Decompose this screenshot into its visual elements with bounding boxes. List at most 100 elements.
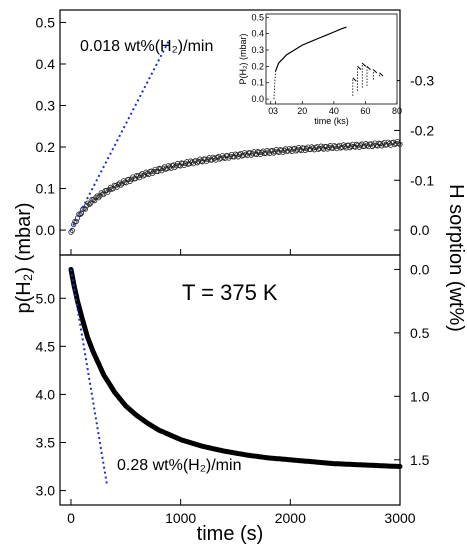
top-left-tick-label: 0.0 <box>36 222 56 238</box>
top-data-point <box>264 147 270 154</box>
top-data-point <box>114 184 120 190</box>
bottom-panel-frame <box>59 254 401 506</box>
inset-sawtooth-decay <box>361 62 367 67</box>
bottom-x-tick-label: 1000 <box>165 510 196 526</box>
inset-y-tick-label: 0.2 <box>251 61 264 71</box>
inset-sawtooth-decay <box>372 69 378 74</box>
bottom-right-tick-label: 1.0 <box>410 388 430 404</box>
top-right-tick-label: -0.2 <box>410 122 434 138</box>
top-data-point <box>92 198 98 204</box>
bottom-rate-annotation: 0.28 wt%(H₂)/min <box>117 457 241 474</box>
left-y-axis-title: p(H₂) (mbar) <box>13 202 35 313</box>
inset-x-axis-title: time (ks) <box>314 116 349 126</box>
top-data-point <box>385 139 391 145</box>
top-data-point <box>86 201 92 208</box>
top-data-point <box>101 191 107 197</box>
bottom-x-tick-label: 0 <box>67 510 75 526</box>
inset-sawtooth-decay <box>366 65 371 71</box>
top-rate-annotation: 0.018 wt%(H₂)/min <box>80 38 213 55</box>
top-data-point <box>164 165 170 172</box>
top-left-tick-label: 0.2 <box>36 139 56 155</box>
top-data-point <box>286 145 293 152</box>
top-data-point <box>140 173 146 179</box>
inset-y-tick-label: 0.1 <box>251 78 264 88</box>
top-data-point <box>361 143 368 149</box>
top-data-point <box>84 203 90 209</box>
bottom-x-tick-label: 3000 <box>384 510 415 526</box>
inset-sawtooth-decay <box>379 72 384 77</box>
top-tangent-line <box>70 38 171 231</box>
bottom-right-tick-label: 0.5 <box>410 325 430 341</box>
inset-sawtooth-decay <box>352 77 357 82</box>
inset-y-tick-label: 0.5 <box>251 12 264 22</box>
top-data-point <box>242 150 248 156</box>
top-data-point <box>82 206 89 212</box>
inset-y-axis-title: P(H₂) (mbar) <box>238 34 248 85</box>
top-data-point <box>330 145 336 151</box>
temperature-label: T = 375 K <box>182 280 278 305</box>
top-data-point <box>388 142 394 148</box>
top-data-point <box>188 158 194 164</box>
inset-frame <box>265 13 398 105</box>
top-data-point <box>142 172 148 178</box>
inset-x-tick-label: 80 <box>392 106 402 116</box>
bottom-x-tick-label: 2000 <box>275 510 306 526</box>
right-y-axis-title: H sorption (wt%) <box>445 184 467 332</box>
top-left-tick-label: 0.4 <box>36 56 56 72</box>
top-data-point <box>135 173 141 179</box>
top-data-point <box>113 183 119 189</box>
top-left-tick-label: 0.5 <box>36 14 56 30</box>
top-data-point <box>397 141 403 147</box>
top-data-point <box>285 148 291 154</box>
top-data-point <box>71 222 77 228</box>
inset-sawtooth-decay <box>357 65 362 71</box>
top-data-point <box>210 154 216 160</box>
top-right-tick-label: -0.1 <box>410 172 434 188</box>
top-data-point <box>232 151 239 157</box>
top-data-point <box>160 165 166 171</box>
top-data-point <box>267 150 273 157</box>
bottom-series-line <box>68 266 403 469</box>
bottom-right-tick-label: 1.5 <box>410 452 430 468</box>
top-data-point <box>244 152 250 159</box>
bottom-right-tick-label: 0.0 <box>410 261 430 277</box>
top-data-point <box>182 160 189 166</box>
inset-x-tick-label: 20 <box>297 106 307 116</box>
top-data-point <box>138 172 144 178</box>
inset-x-tick-label: 3 <box>273 106 278 116</box>
x-axis-title: time (s) <box>197 523 264 545</box>
inset-y-tick-label: 0.0 <box>251 94 264 104</box>
inset-y-tick-label: 0.3 <box>251 45 264 55</box>
top-right-tick-label: 0.0 <box>410 222 430 238</box>
inset-x-tick-label: 60 <box>360 106 370 116</box>
top-data-point <box>69 227 75 234</box>
top-data-point <box>118 182 124 188</box>
top-data-point <box>263 150 269 156</box>
top-data-point <box>289 148 295 155</box>
top-left-tick-label: 0.1 <box>36 181 56 197</box>
top-data-point <box>222 155 228 162</box>
top-data-point <box>186 161 193 167</box>
top-data-point <box>199 159 206 165</box>
bottom-left-tick-label: 3.0 <box>36 483 56 499</box>
top-data-point <box>209 157 215 163</box>
top-data-point <box>167 164 173 170</box>
top-data-point <box>98 190 104 196</box>
top-right-tick-label: -0.3 <box>410 73 434 89</box>
bottom-tangent-line <box>69 269 109 486</box>
inset-panel: 0.0 0.1 0.2 0.3 0.4 0.5 0 3 20 40 60 80 time (ks) P(H… <box>238 12 402 126</box>
top-data-point <box>343 145 349 151</box>
top-data-point <box>365 144 372 150</box>
bottom-left-tick-label: 4.0 <box>36 386 56 402</box>
inset-y-tick-label: 0.4 <box>251 29 264 39</box>
inset-x-tick-label: 0 <box>268 106 273 116</box>
top-data-point <box>363 141 369 147</box>
inset-series-line <box>274 26 347 72</box>
bottom-left-tick-label: 4.5 <box>36 338 56 354</box>
top-panel: 0.0 0.1 0.2 0.3 0.4 0.5 0.0 -0.1 -0.2 -0.3 <box>36 14 434 255</box>
top-data-point <box>384 142 390 148</box>
top-data-point <box>240 152 246 158</box>
top-data-point <box>396 140 402 147</box>
bottom-left-tick-label: 5.0 <box>36 290 56 306</box>
